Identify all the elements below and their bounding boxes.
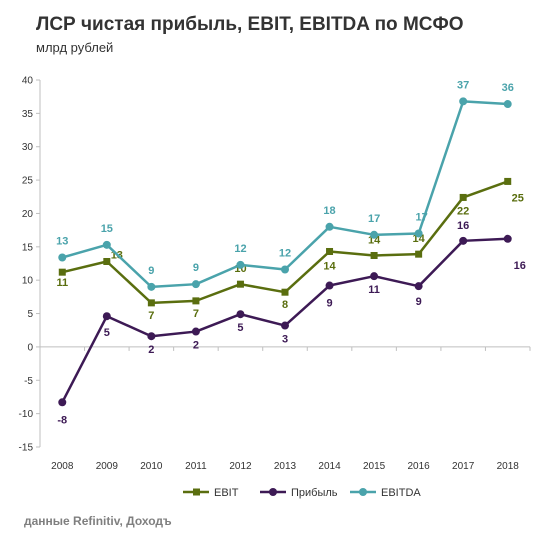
x-tick-label: 2018 <box>497 461 520 472</box>
data-label-ebit: 14 <box>323 260 336 272</box>
data-point-ebitda <box>414 229 423 238</box>
data-point-profit <box>370 272 379 281</box>
source-note: данные Refinitiv, Доходъ <box>24 514 172 528</box>
legend-marker-profit <box>269 488 277 496</box>
data-point-ebit <box>147 299 155 307</box>
data-label-ebit: 8 <box>282 299 288 311</box>
data-point-profit <box>281 321 289 330</box>
data-label-ebit: 7 <box>148 310 154 322</box>
x-tick-label: 2013 <box>274 461 297 472</box>
data-point-ebit <box>415 250 423 258</box>
legend-label-profit: Прибыль <box>291 487 338 499</box>
data-point-profit <box>459 236 468 245</box>
y-tick-label: -5 <box>24 376 33 387</box>
data-point-ebitda <box>191 280 200 289</box>
data-label-profit: 16 <box>457 220 469 232</box>
y-tick-label: 25 <box>22 176 34 187</box>
y-tick-label: 35 <box>22 109 34 120</box>
x-tick-label: 2011 <box>185 461 207 472</box>
data-point-ebitda <box>281 265 289 274</box>
data-label-profit: 9 <box>326 298 332 310</box>
legend-marker-ebit <box>193 488 200 496</box>
data-point-ebit <box>281 288 289 296</box>
data-label-profit: 2 <box>193 340 199 352</box>
data-label-ebit: 22 <box>457 205 469 217</box>
y-tick-label: 20 <box>22 209 34 220</box>
y-tick-label: -15 <box>19 443 34 454</box>
data-label-profit: 5 <box>104 327 110 339</box>
data-label-ebit: 25 <box>512 192 524 204</box>
y-tick-label: 10 <box>22 276 34 287</box>
legend-label-ebitda: EBITDA <box>381 487 421 499</box>
data-label-ebitda: 9 <box>193 262 199 274</box>
series-line-ebit <box>61 180 509 305</box>
y-tick-label: 30 <box>22 142 34 153</box>
data-label-ebitda: 12 <box>234 243 246 255</box>
data-point-ebitda <box>147 282 156 291</box>
data-label-profit: 2 <box>148 344 154 356</box>
data-point-profit <box>414 282 423 291</box>
data-label-ebit: 7 <box>193 308 199 320</box>
data-point-profit <box>147 332 156 341</box>
data-point-ebitda <box>459 97 468 106</box>
data-label-profit: 3 <box>282 334 288 346</box>
data-label-profit: 5 <box>237 322 243 334</box>
y-tick-label: -10 <box>19 409 34 420</box>
data-label-ebitda: 15 <box>101 223 113 235</box>
data-label-ebitda: 36 <box>502 82 514 94</box>
legend-marker-ebitda <box>359 488 367 496</box>
x-tick-label: 2008 <box>51 461 74 472</box>
data-point-profit <box>236 310 245 319</box>
data-point-ebitda <box>102 240 111 249</box>
data-label-ebitda: 13 <box>56 235 68 247</box>
data-label-profit: 16 <box>514 260 526 272</box>
data-point-profit <box>102 312 111 321</box>
data-label-ebitda: 17 <box>368 213 380 225</box>
x-tick-label: 2016 <box>408 461 431 472</box>
data-label-profit: 11 <box>368 284 380 296</box>
y-tick-label: 15 <box>22 242 34 253</box>
data-point-profit <box>58 398 67 407</box>
x-tick-label: 2012 <box>229 461 252 472</box>
data-point-ebit <box>192 297 200 305</box>
data-point-ebit <box>58 268 66 276</box>
data-label-ebitda: 18 <box>323 205 335 217</box>
data-label-profit: 9 <box>416 296 422 308</box>
data-point-ebitda <box>503 100 512 109</box>
data-point-ebit <box>370 251 378 259</box>
chart-subtitle: млрд рублей <box>36 40 114 55</box>
data-point-ebitda <box>370 230 379 239</box>
legend-label-ebit: EBIT <box>214 487 239 499</box>
data-point-ebit <box>236 280 244 288</box>
data-point-ebit <box>103 257 111 265</box>
data-point-profit <box>503 234 512 243</box>
series-line-profit <box>61 237 508 403</box>
data-label-ebitda: 37 <box>457 79 469 91</box>
data-label-profit: -8 <box>57 414 67 426</box>
data-label-ebit: 11 <box>56 277 68 289</box>
chart-title: ЛСР чистая прибыль, EBIT, EBITDA по МСФО <box>36 14 464 35</box>
data-point-ebitda <box>236 260 245 269</box>
data-point-ebitda <box>325 222 334 231</box>
data-point-profit <box>325 281 334 290</box>
x-tick-label: 2014 <box>318 461 341 472</box>
data-point-ebit <box>326 247 334 255</box>
x-tick-label: 2015 <box>363 461 386 472</box>
data-label-ebitda: 17 <box>416 211 428 223</box>
x-tick-label: 2009 <box>96 461 119 472</box>
data-point-profit <box>191 327 200 336</box>
data-point-ebit <box>459 193 467 201</box>
data-label-ebitda: 12 <box>279 248 291 260</box>
y-tick-label: 5 <box>27 309 33 320</box>
y-tick-label: 0 <box>27 342 33 353</box>
data-point-ebitda <box>58 253 67 262</box>
data-label-ebitda: 9 <box>148 265 154 277</box>
data-point-ebit <box>504 177 512 185</box>
x-tick-label: 2017 <box>452 461 475 472</box>
x-tick-label: 2010 <box>140 461 163 472</box>
y-tick-label: 40 <box>22 76 34 87</box>
